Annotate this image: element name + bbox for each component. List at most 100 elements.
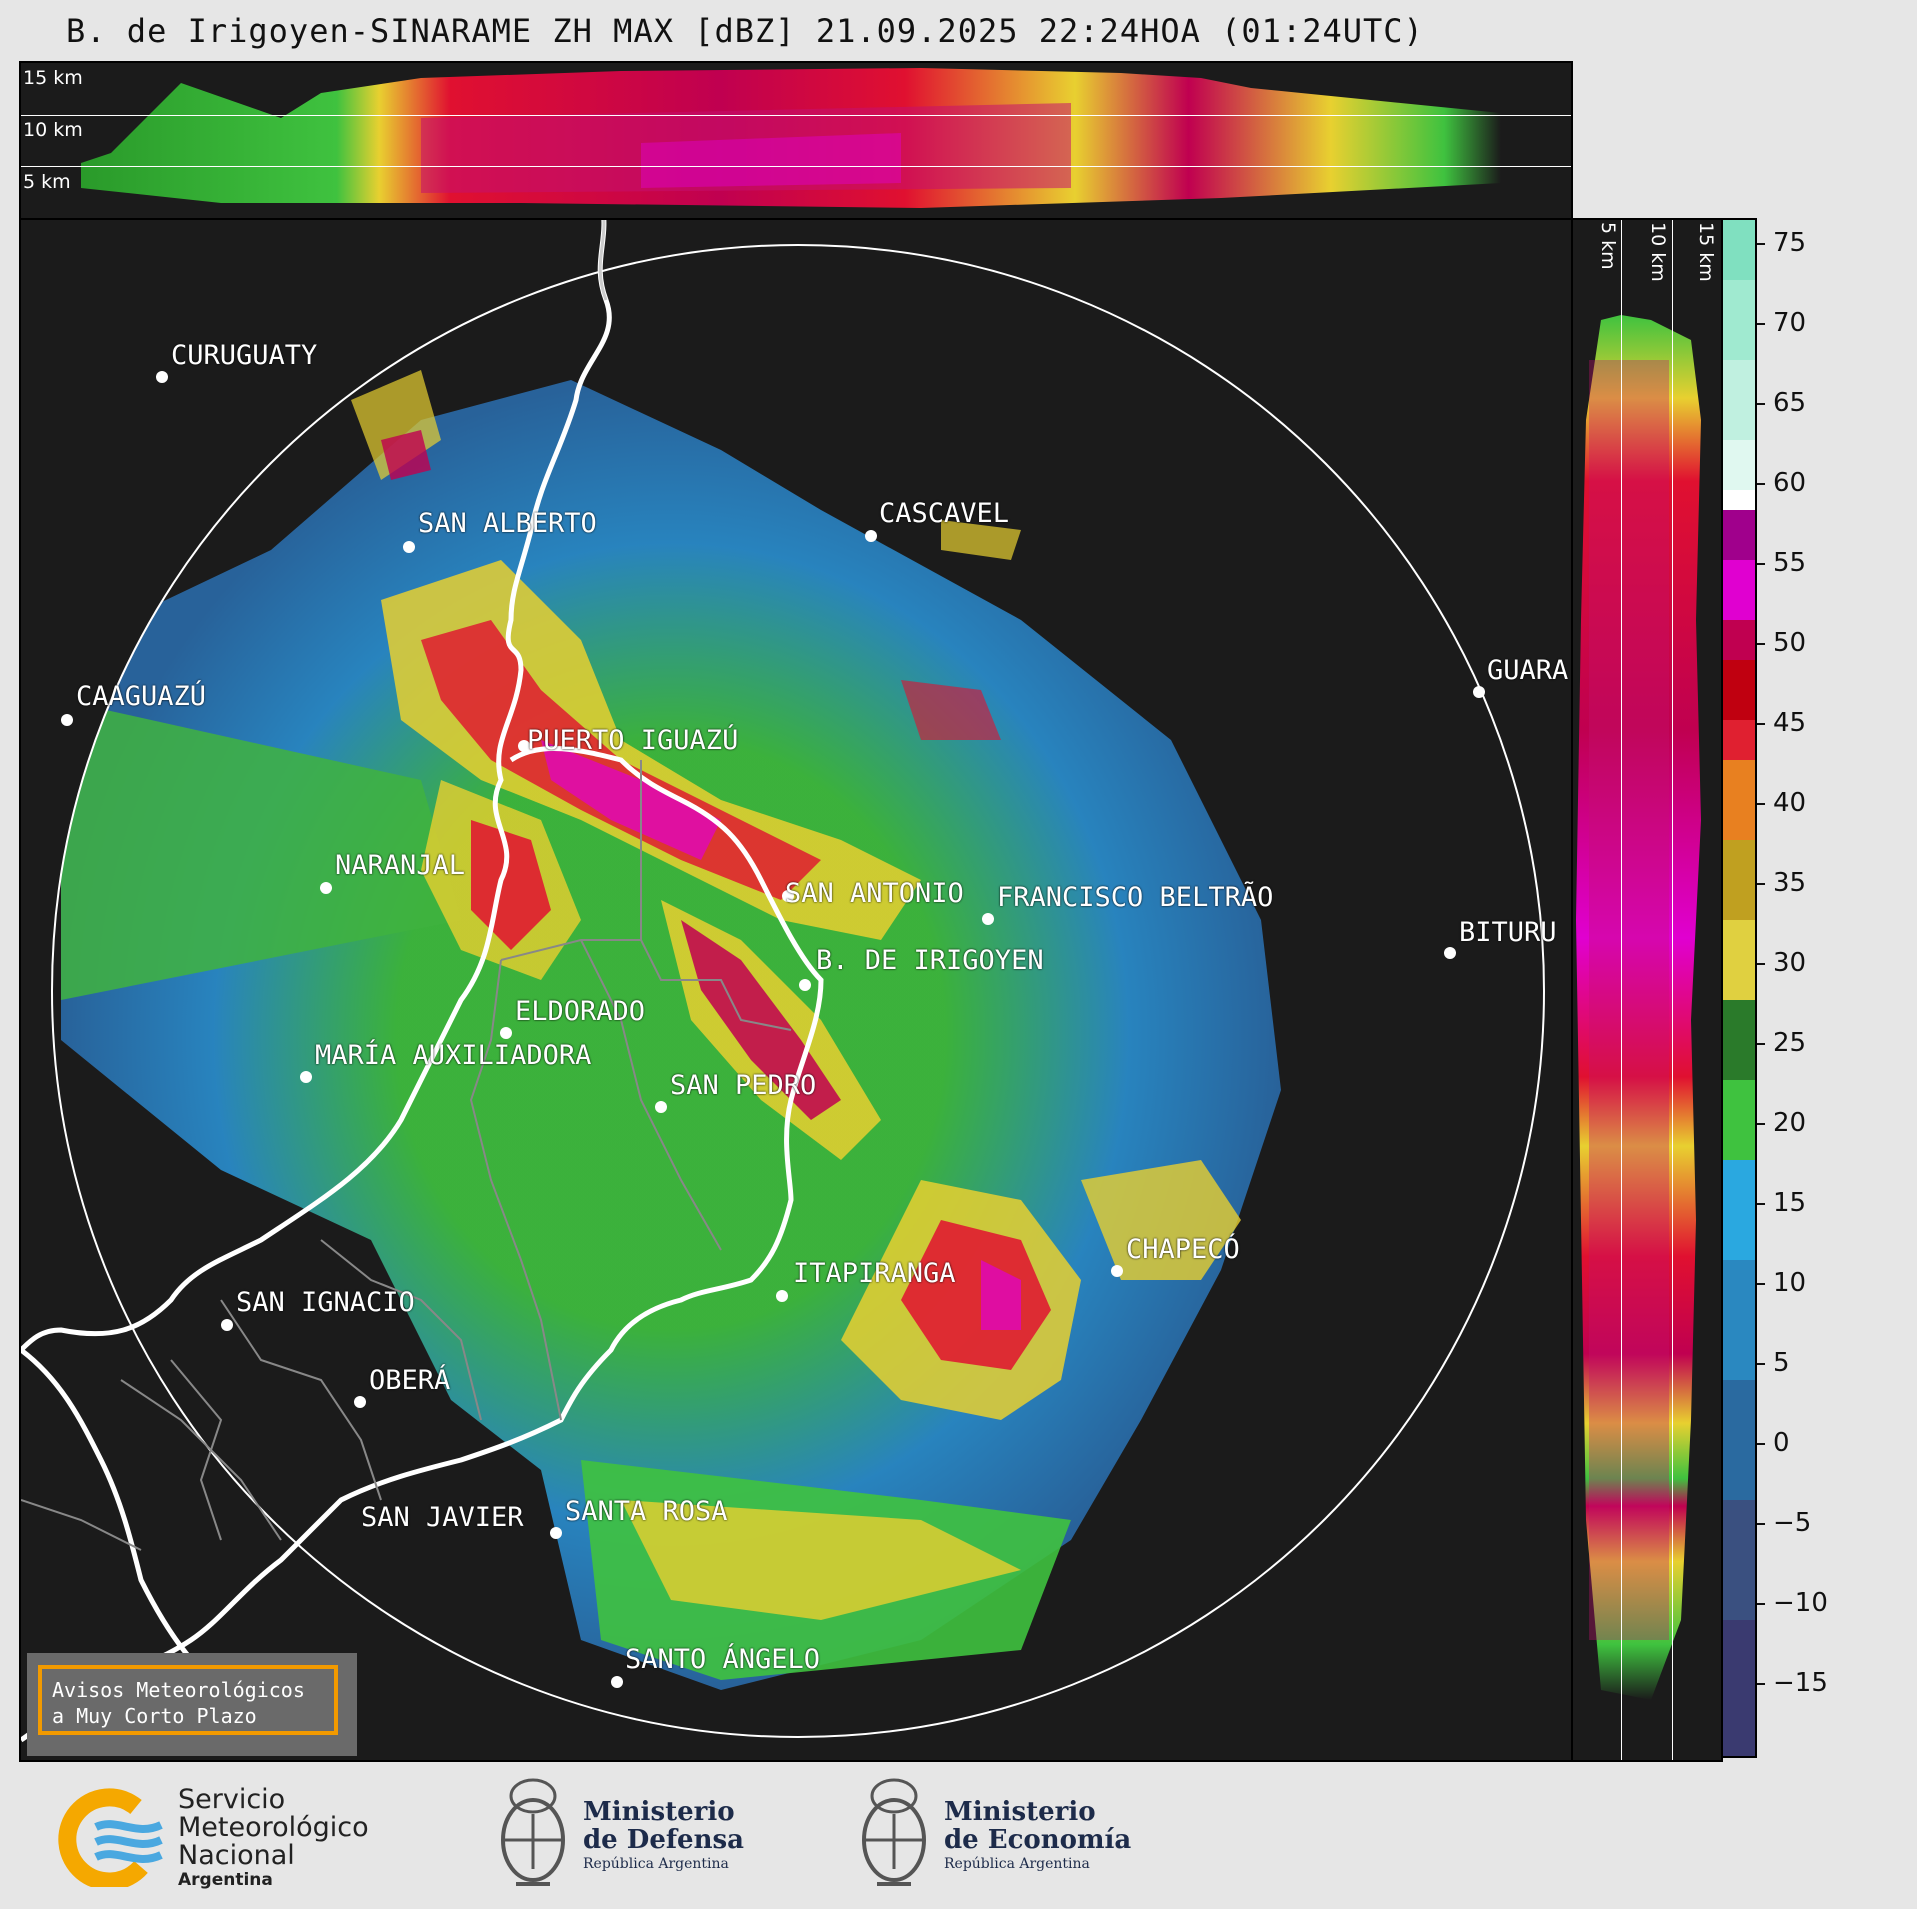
city-dot-san-antonio bbox=[782, 890, 794, 902]
brazil-paraguay-border bbox=[598, 220, 608, 301]
smn-line2: Meteorológico bbox=[178, 1812, 369, 1843]
city-dot-naranjal bbox=[320, 882, 332, 894]
colorbar-tick: 65 bbox=[1757, 388, 1806, 418]
city-label-eldorado: ELDORADO bbox=[515, 996, 646, 1027]
aviso-line2: a Muy Corto Plazo bbox=[52, 1704, 257, 1728]
colorbar-tick: 35 bbox=[1757, 868, 1806, 898]
smn-line3: Nacional bbox=[178, 1840, 295, 1871]
city-dot-san-ignacio bbox=[221, 1319, 233, 1331]
city-label-maria-auxiliadora: MARÍA AUXILIADORA bbox=[315, 1040, 592, 1071]
dbz-colorbar-gradient bbox=[1723, 220, 1755, 1756]
economia-logo-text: Ministerio de Economía República Argenti… bbox=[944, 1798, 1131, 1874]
city-label-san-ignacio: SAN IGNACIO bbox=[236, 1287, 415, 1318]
city-dot-maria-auxiliadora bbox=[300, 1071, 312, 1083]
city-label-caaguazu: CAAGUAZÚ bbox=[76, 681, 207, 712]
department-boundaries bbox=[21, 760, 792, 1551]
logos-footer: Servicio Meteorológico Nacional Argentin… bbox=[0, 1762, 1917, 1909]
side-cross-section-panel: 5 km 10 km 15 km bbox=[1569, 218, 1723, 1762]
colorbar-tick: 10 bbox=[1757, 1268, 1806, 1298]
colorbar-tick: 5 bbox=[1757, 1348, 1790, 1378]
city-label-san-alberto: SAN ALBERTO bbox=[418, 508, 597, 539]
city-label-san-javier: SAN JAVIER bbox=[361, 1502, 524, 1533]
height-line-5km bbox=[21, 166, 1571, 167]
defensa-line3: República Argentina bbox=[583, 1856, 729, 1872]
city-dot-san-pedro bbox=[655, 1101, 667, 1113]
colorbar-tick: 45 bbox=[1757, 708, 1806, 738]
defensa-logo-text: Ministerio de Defensa República Argentin… bbox=[583, 1798, 744, 1874]
city-label-santo-angelo: SANTO ÁNGELO bbox=[625, 1644, 821, 1675]
dbz-colorbar bbox=[1721, 218, 1757, 1758]
misiones-west-border bbox=[21, 1348, 203, 1672]
city-label-chapeco: CHAPECÓ bbox=[1126, 1234, 1240, 1265]
city-dot-san-alberto bbox=[403, 541, 415, 553]
defensa-line1: Ministerio bbox=[583, 1797, 735, 1827]
side-height-label-5km: 5 km bbox=[1597, 222, 1619, 270]
colorbar-tick: −5 bbox=[1757, 1508, 1811, 1538]
range-ring bbox=[51, 244, 1545, 1738]
side-cross-section-echoes bbox=[1576, 315, 1701, 1700]
economia-coat-of-arms-icon bbox=[862, 1778, 926, 1886]
city-label-b-de-irigoyen: B. DE IRIGOYEN bbox=[816, 945, 1044, 976]
colorbar-tick: 70 bbox=[1757, 308, 1806, 338]
city-label-itapiranga: ITAPIRANGA bbox=[793, 1258, 956, 1289]
city-label-san-antonio: SAN ANTONIO bbox=[785, 878, 964, 909]
economia-line2: de Economía bbox=[944, 1825, 1132, 1855]
city-dot-guara bbox=[1473, 686, 1485, 698]
colorbar-tick: −15 bbox=[1757, 1668, 1828, 1698]
defensa-line2: de Defensa bbox=[583, 1825, 744, 1855]
colorbar-tick: 50 bbox=[1757, 628, 1806, 658]
aviso-line1: Avisos Meteorológicos bbox=[52, 1678, 305, 1702]
city-label-bituru: BITURU bbox=[1459, 917, 1557, 948]
height-label-5km: 5 km bbox=[23, 171, 71, 193]
city-label-santa-rosa: SANTA ROSA bbox=[565, 1496, 728, 1527]
city-label-francisco-beltrao: FRANCISCO BELTRÃO bbox=[997, 882, 1274, 913]
side-height-label-15km: 15 km bbox=[1695, 222, 1717, 282]
city-dot-francisco-beltrao bbox=[982, 913, 994, 925]
city-label-obera: OBERÁ bbox=[369, 1365, 451, 1396]
smn-line4: Argentina bbox=[178, 1870, 273, 1890]
smn-line1: Servicio bbox=[178, 1784, 286, 1815]
colorbar-tick: 25 bbox=[1757, 1028, 1806, 1058]
city-label-san-pedro: SAN PEDRO bbox=[670, 1070, 817, 1101]
smn-logo-text: Servicio Meteorológico Nacional Argentin… bbox=[178, 1784, 369, 1891]
city-dot-santa-rosa bbox=[550, 1527, 562, 1539]
top-cross-section-panel: 15 km 10 km 5 km bbox=[19, 61, 1573, 220]
colorbar-tick: −10 bbox=[1757, 1588, 1828, 1618]
side-height-label-10km: 10 km bbox=[1647, 222, 1669, 282]
colorbar-tick: 20 bbox=[1757, 1108, 1806, 1138]
city-dot-curuguaty bbox=[156, 371, 168, 383]
height-line-10km bbox=[21, 115, 1571, 116]
colorbar-tick: 55 bbox=[1757, 548, 1806, 578]
aviso-background bbox=[27, 1653, 357, 1756]
height-line-10km-vertical bbox=[1672, 220, 1673, 1760]
height-label-15km: 15 km bbox=[23, 67, 83, 89]
economia-line3: República Argentina bbox=[944, 1856, 1090, 1872]
city-dot-santo-angelo bbox=[611, 1676, 623, 1688]
height-line-5km-vertical bbox=[1621, 220, 1622, 1760]
city-dot-chapeco bbox=[1111, 1265, 1123, 1277]
city-label-curuguaty: CURUGUATY bbox=[171, 340, 318, 371]
city-dot-caaguazu bbox=[61, 714, 73, 726]
colorbar-tick: 75 bbox=[1757, 228, 1806, 258]
colorbar-tick: 40 bbox=[1757, 788, 1806, 818]
city-label-cascavel: CASCAVEL bbox=[879, 498, 1010, 529]
city-dot-bituru bbox=[1444, 947, 1456, 959]
colorbar-tick: 30 bbox=[1757, 948, 1806, 978]
uruguay-iguazu-river-border bbox=[21, 746, 824, 1743]
city-label-naranjal: NARANJAL bbox=[335, 850, 466, 881]
city-dot-cascavel bbox=[865, 530, 877, 542]
defensa-coat-of-arms-icon bbox=[501, 1778, 565, 1886]
smn-logo-icon bbox=[58, 1788, 163, 1887]
page-title: B. de Irigoyen-SINARAME ZH MAX [dBZ] 21.… bbox=[66, 12, 1424, 50]
colorbar-tick: 60 bbox=[1757, 468, 1806, 498]
top-cross-section-echoes bbox=[81, 68, 1501, 208]
city-dot-obera bbox=[354, 1396, 366, 1408]
city-label-guara: GUARA bbox=[1487, 655, 1569, 686]
city-dot-puerto-iguazu bbox=[518, 740, 530, 752]
colorbar-tick: 0 bbox=[1757, 1428, 1790, 1458]
city-dot-b-de-irigoyen bbox=[799, 979, 811, 991]
aviso-button[interactable]: Avisos Meteorológicos a Muy Corto Plazo bbox=[38, 1665, 338, 1735]
colorbar-tick: 15 bbox=[1757, 1188, 1806, 1218]
city-dot-itapiranga bbox=[776, 1290, 788, 1302]
parana-river-border bbox=[21, 220, 612, 1352]
